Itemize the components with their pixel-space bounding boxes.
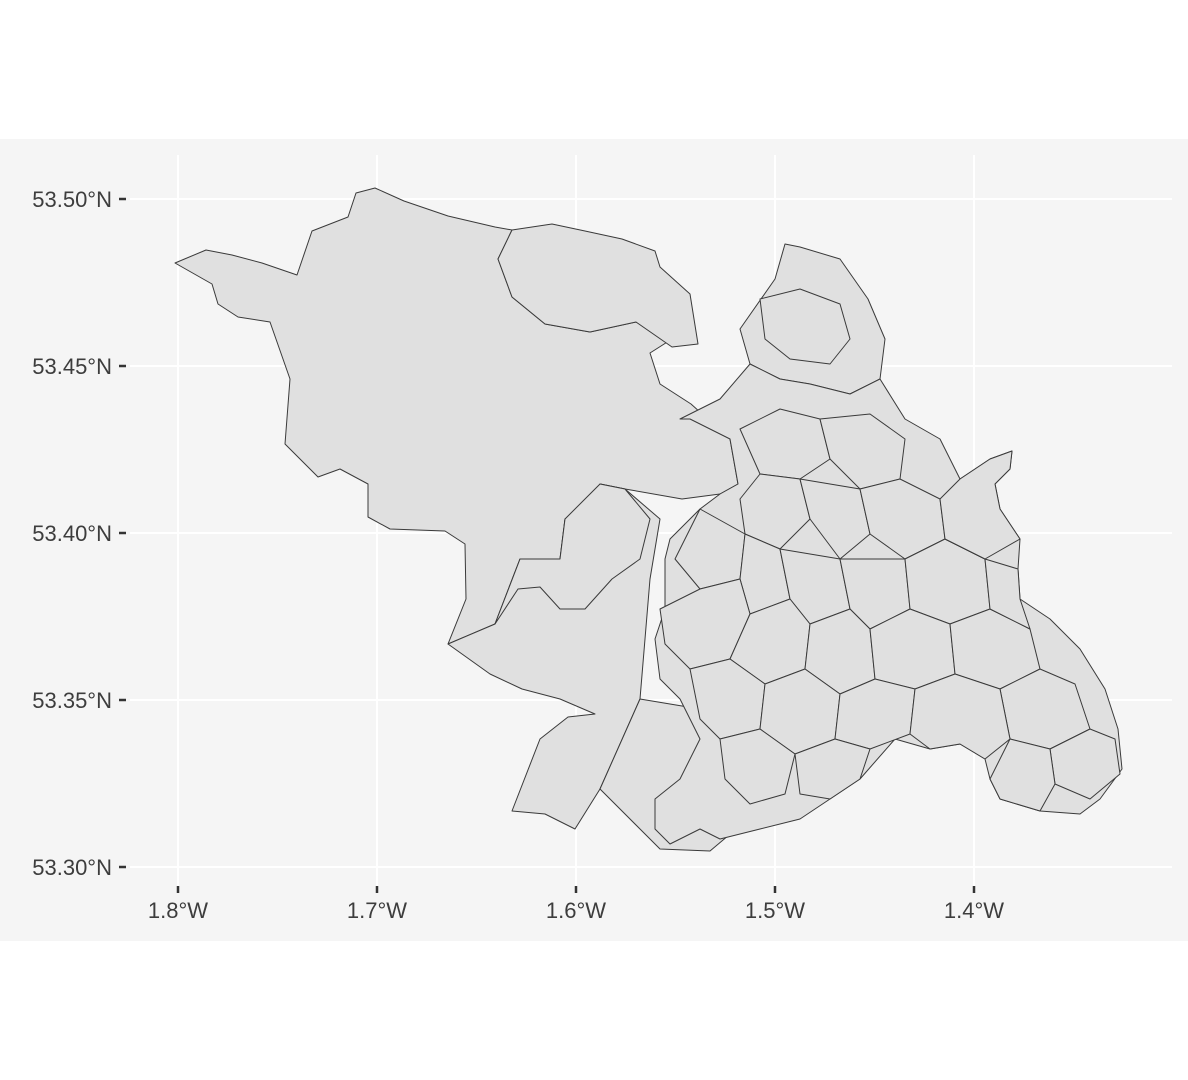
x-tick-label-1: 1.8°W — [148, 898, 208, 923]
region-central-4 — [799, 478, 871, 560]
region-central-22 — [719, 728, 796, 805]
y-axis: 53.50°N 53.45°N 53.40°N 53.35°N 53.30°N — [32, 187, 126, 880]
x-tick-label-4: 1.5°W — [745, 898, 805, 923]
regions-layer — [174, 187, 1123, 852]
region-central-24 — [909, 673, 1011, 760]
region-west-band — [494, 483, 651, 625]
x-tick-label-3: 1.6°W — [546, 898, 606, 923]
region-central-26 — [939, 450, 1021, 560]
choropleth-map: 53.50°N 53.45°N 53.40°N 53.35°N 53.30°N 1.8°… — [0, 139, 1188, 941]
region-central-27 — [759, 288, 851, 365]
x-tick-label-5: 1.4°W — [944, 898, 1004, 923]
region-central-25 — [944, 538, 1031, 630]
y-tick-label-1: 53.50°N — [32, 187, 112, 212]
region-central-23 — [794, 738, 871, 800]
y-tick-label-4: 53.35°N — [32, 688, 112, 713]
x-axis: 1.8°W 1.7°W 1.6°W 1.5°W 1.4°W — [148, 886, 1004, 923]
y-tick-label-3: 53.40°N — [32, 521, 112, 546]
y-tick-label-5: 53.30°N — [32, 855, 112, 880]
region-north-enclave — [497, 223, 699, 348]
y-tick-label-2: 53.45°N — [32, 354, 112, 379]
x-tick-label-2: 1.7°W — [347, 898, 407, 923]
map-panel: 53.50°N 53.45°N 53.40°N 53.35°N 53.30°N 1.8°… — [0, 139, 1188, 941]
